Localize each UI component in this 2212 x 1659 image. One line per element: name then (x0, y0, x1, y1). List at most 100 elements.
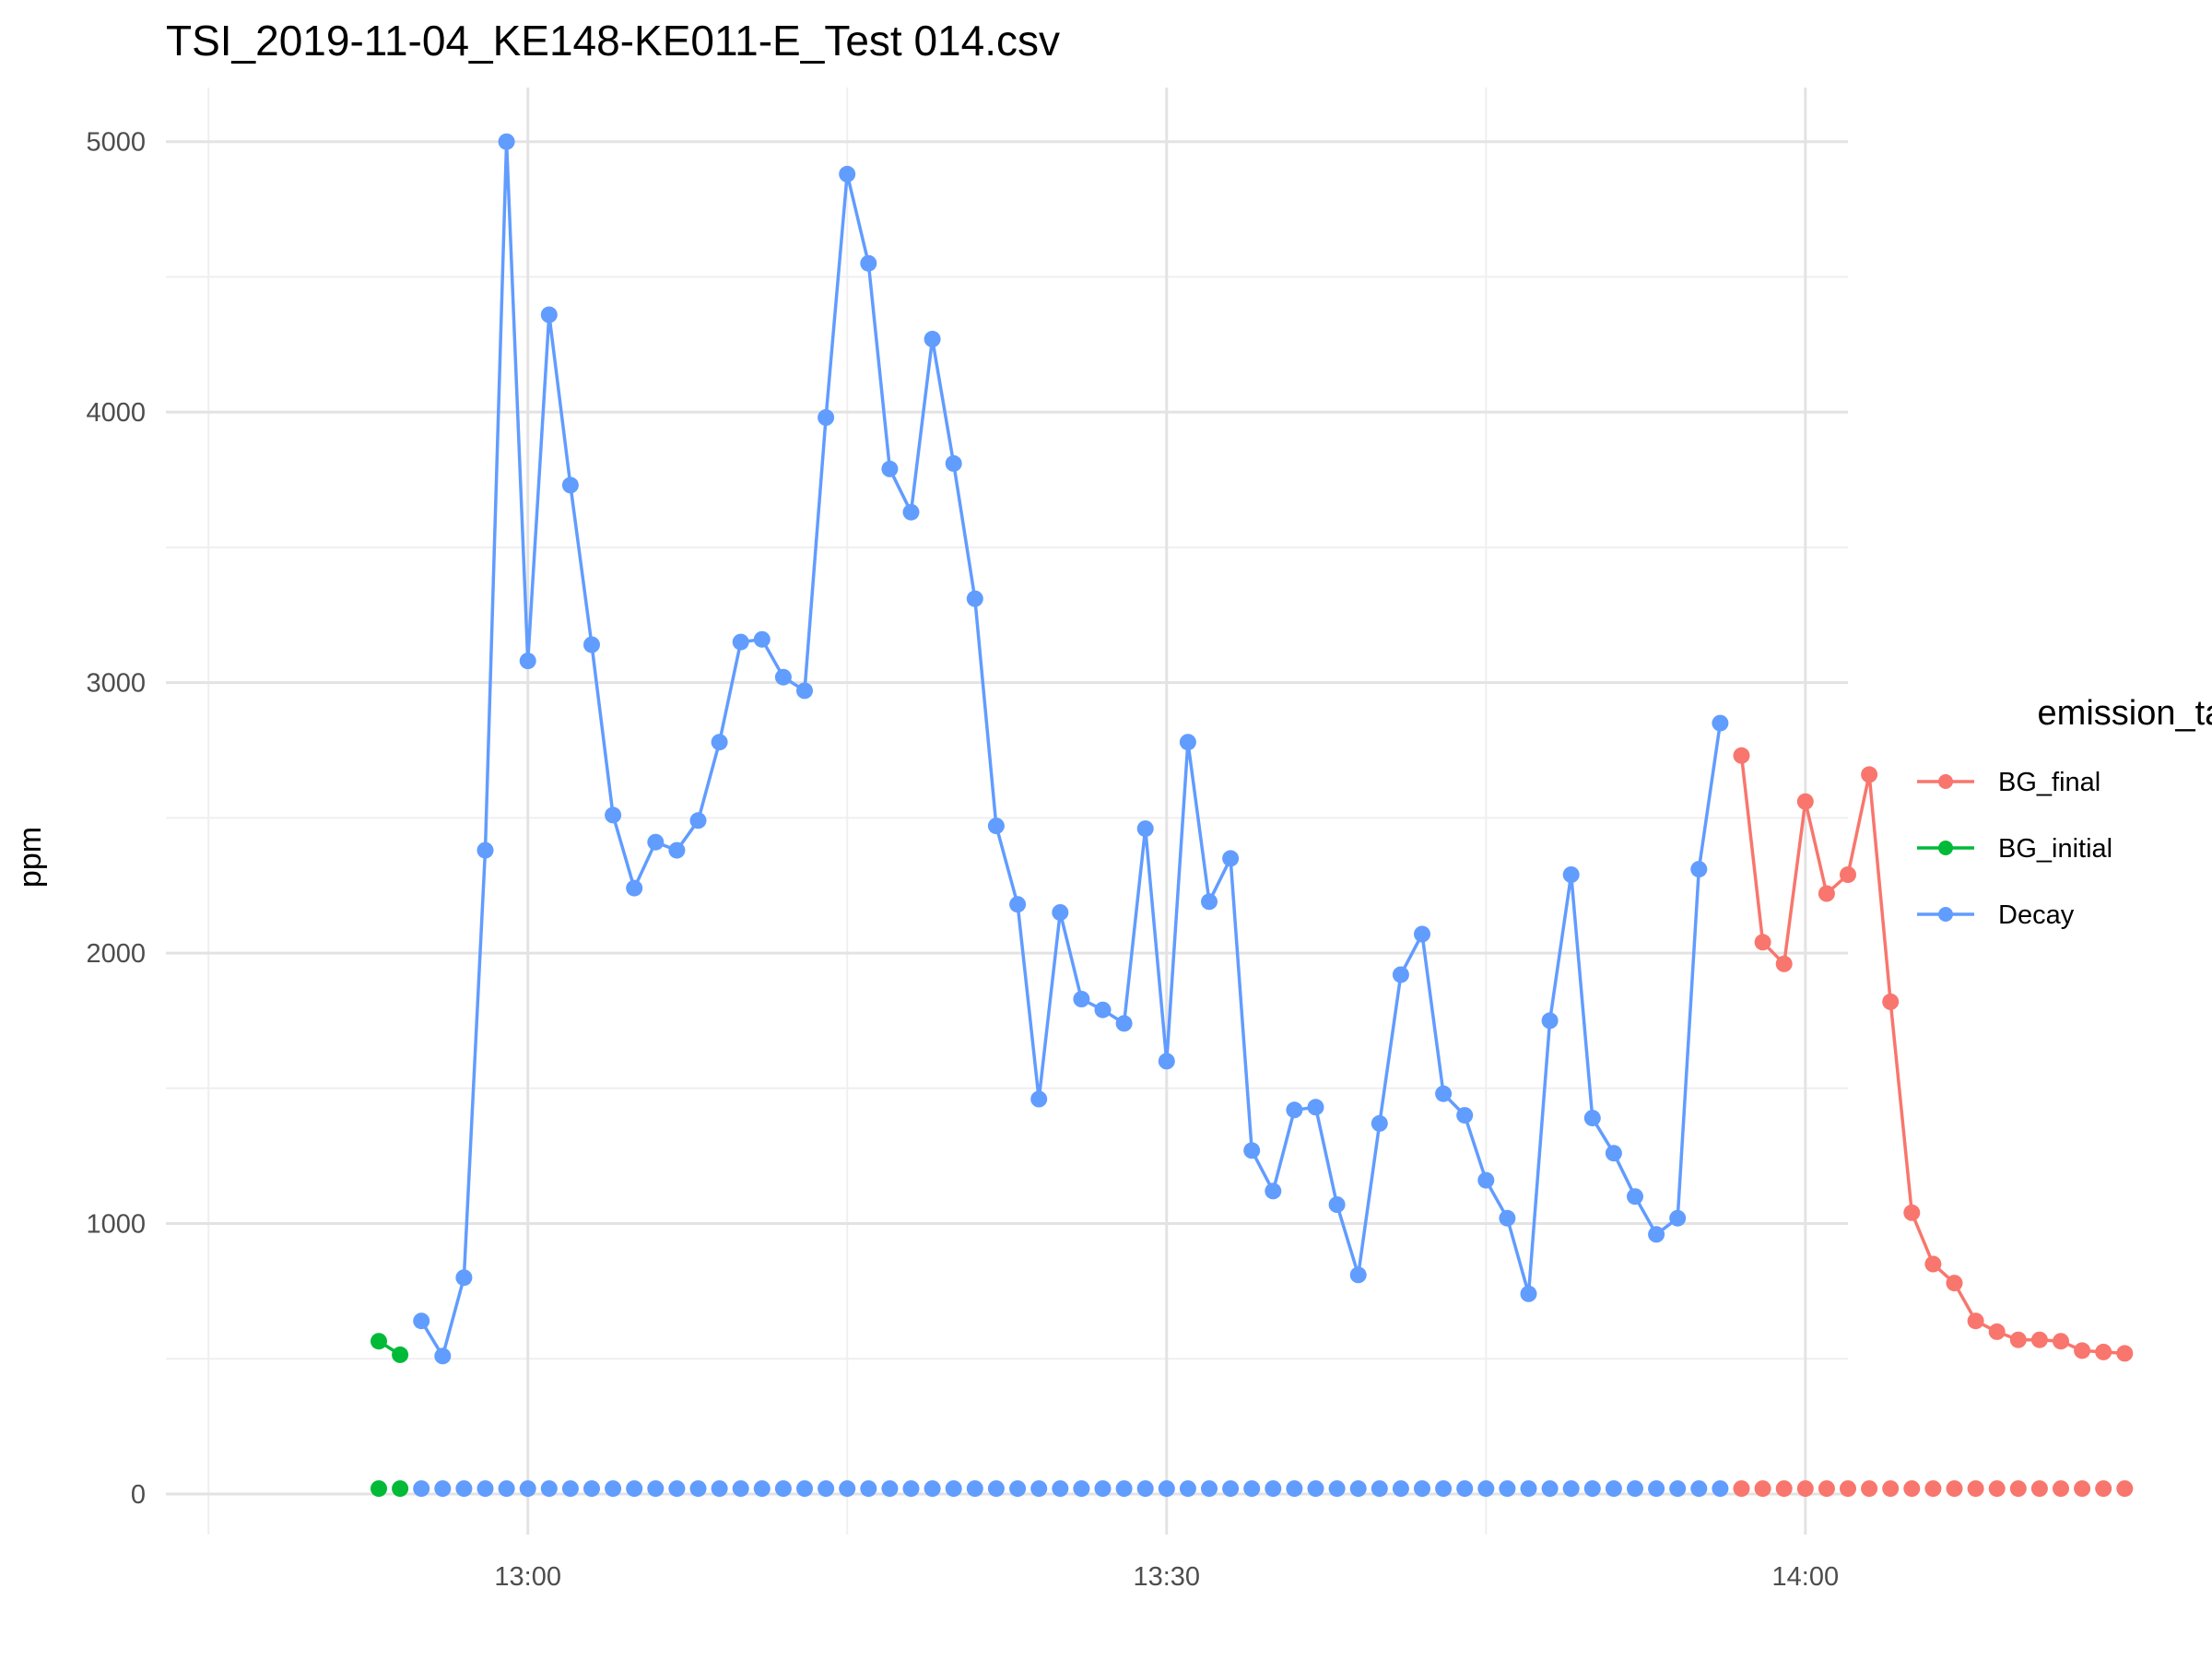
data-point (1158, 1480, 1175, 1498)
data-point (605, 1480, 622, 1498)
data-point (1371, 1114, 1388, 1132)
data-point (860, 1480, 877, 1498)
data-point (1307, 1099, 1324, 1116)
data-point (2116, 1480, 2134, 1498)
data-point (1818, 1480, 1835, 1498)
series-bg-final (1733, 747, 2134, 1362)
data-point (732, 1480, 749, 1498)
data-point (1435, 1480, 1453, 1498)
data-point (1328, 1196, 1346, 1213)
data-point (561, 477, 579, 494)
data-point (1690, 1480, 1708, 1498)
data-point (392, 1346, 409, 1363)
series-line (419, 139, 1723, 1359)
data-point (1583, 1480, 1601, 1498)
legend-entry-decay: Decay (1917, 900, 2075, 930)
data-point (2030, 1480, 2048, 1498)
data-point (668, 841, 686, 859)
data-point (1903, 1480, 1921, 1498)
data-point (434, 1347, 452, 1365)
data-point (1243, 1480, 1261, 1498)
data-point (1967, 1480, 1984, 1498)
y-tick-label: 2000 (86, 939, 146, 969)
data-point (774, 668, 792, 686)
data-point (2009, 1331, 2027, 1348)
data-point (1541, 1012, 1559, 1030)
data-point (987, 818, 1005, 835)
data-point (1627, 1188, 1643, 1206)
x-axis-ticks: 13:00 13:30 14:00 (494, 1562, 1839, 1592)
data-point (1349, 1266, 1367, 1284)
data-point (1094, 1001, 1112, 1018)
data-point (647, 833, 665, 851)
y-axis-title: ppm (13, 827, 48, 888)
data-point (605, 806, 622, 824)
data-point (1414, 925, 1430, 943)
data-point (1712, 1480, 1729, 1498)
data-point (774, 1480, 792, 1498)
data-point (1733, 1480, 1750, 1498)
data-point (583, 636, 600, 653)
data-point (966, 590, 983, 607)
data-point (455, 1269, 473, 1287)
data-point (1754, 934, 1771, 951)
data-point (2053, 1480, 2069, 1498)
data-point (1371, 1480, 1388, 1498)
data-point (477, 1480, 494, 1498)
legend-label: BG_initial (1998, 834, 2112, 864)
data-point (1073, 1480, 1090, 1498)
data-point (1201, 1480, 1218, 1498)
legend-key-point (1938, 907, 1953, 922)
x-tick-label: 13:00 (494, 1562, 561, 1592)
data-point (668, 1480, 686, 1498)
data-point (839, 165, 856, 182)
data-point (1456, 1480, 1474, 1498)
data-point (987, 1480, 1005, 1498)
legend-title: emission_tags (2038, 694, 2212, 733)
data-point (1605, 1480, 1622, 1498)
data-point (1349, 1480, 1367, 1498)
data-point (924, 330, 941, 347)
data-point (540, 1480, 558, 1498)
data-point (1988, 1323, 2006, 1340)
data-point (1669, 1209, 1687, 1227)
legend-key-point (1938, 841, 1953, 855)
data-point (1861, 1480, 1878, 1498)
data-point (477, 841, 494, 859)
x-tick-label: 13:30 (1133, 1562, 1200, 1592)
data-point (1115, 1015, 1133, 1032)
data-point (753, 1480, 771, 1498)
data-point (1456, 1107, 1474, 1124)
data-point (519, 653, 536, 670)
y-tick-label: 5000 (86, 128, 146, 158)
series-bg-initial (371, 1480, 409, 1498)
data-point (1030, 1480, 1048, 1498)
data-point (1712, 714, 1729, 732)
data-point (1967, 1312, 1984, 1330)
data-point (1775, 955, 1793, 972)
data-point (1115, 1480, 1133, 1498)
data-point (1477, 1171, 1495, 1189)
data-point (1052, 904, 1069, 921)
data-point (519, 1480, 536, 1498)
data-point (371, 1480, 387, 1498)
data-point (2030, 1331, 2048, 1348)
data-point (924, 1480, 941, 1498)
data-point (1882, 1480, 1900, 1498)
data-point (1946, 1480, 1963, 1498)
data-point (1414, 1480, 1430, 1498)
data-point (1265, 1480, 1282, 1498)
x-tick-label: 14:00 (1772, 1562, 1840, 1592)
data-point (1840, 1480, 1856, 1498)
data-point (371, 1333, 387, 1350)
data-point (583, 1480, 600, 1498)
data-point (1648, 1480, 1665, 1498)
data-point (796, 1480, 813, 1498)
data-point (1179, 1480, 1196, 1498)
legend-entries: BG_final BG_initial Decay (1917, 768, 2112, 930)
data-point (881, 1480, 899, 1498)
data-point (1754, 1480, 1771, 1498)
data-point (2074, 1480, 2091, 1498)
data-point (818, 1480, 835, 1498)
